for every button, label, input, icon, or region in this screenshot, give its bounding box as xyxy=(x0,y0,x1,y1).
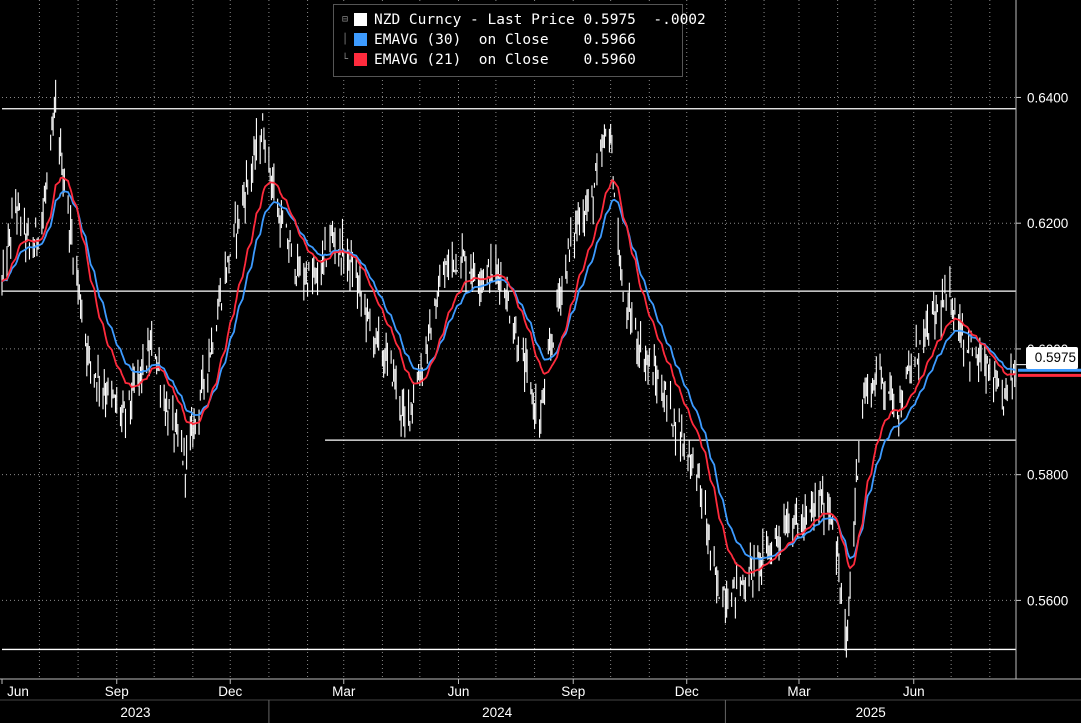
y-tick-label: 0.5600 xyxy=(1027,593,1068,608)
legend: ⊟ NZD Curncy - Last Price 0.5975 -.0002 … xyxy=(333,4,706,77)
tree-branch-icon: │ xyxy=(342,34,349,45)
x-tick-label: Dec xyxy=(675,684,699,699)
last-price-tag: 0.5975 xyxy=(1026,347,1078,369)
legend-change-price: -.0002 xyxy=(653,12,706,28)
year-label: 2025 xyxy=(856,705,886,720)
legend-swatch-ema21 xyxy=(354,53,367,66)
year-label: 2024 xyxy=(482,705,513,720)
y-tick-label: 0.5800 xyxy=(1027,468,1068,483)
grid-lines xyxy=(2,0,1016,679)
legend-value-ema21: 0.5960 xyxy=(583,52,636,68)
legend-value-ema30: 0.5966 xyxy=(583,32,636,48)
legend-item-price: ⊟ NZD Curncy - Last Price 0.5975 -.0002 xyxy=(334,10,706,30)
legend-value-price: 0.5975 xyxy=(583,12,636,28)
legend-item-ema21: └ EMAVG (21) on Close 0.5960 xyxy=(334,50,682,70)
x-tick-label: Jun xyxy=(448,684,470,699)
x-tick-label: Sep xyxy=(105,684,129,699)
x-tick-label: Jun xyxy=(903,684,925,699)
legend-label-ema30: EMAVG (30) on Close xyxy=(374,32,549,48)
legend-item-ema30: │ EMAVG (30) on Close 0.5966 xyxy=(334,30,682,50)
ema-series xyxy=(1,176,1081,575)
legend-label-price: NZD Curncy - Last Price xyxy=(374,12,575,28)
collapse-icon[interactable]: ⊟ xyxy=(342,14,349,25)
ema21-line xyxy=(1,176,1017,575)
x-tick-label: Dec xyxy=(218,684,242,699)
x-tick-label: Mar xyxy=(787,684,811,699)
support-resistance-lines xyxy=(2,108,1016,651)
y-tick-label: 0.6400 xyxy=(1027,90,1068,105)
x-tick-label: Sep xyxy=(561,684,585,699)
year-label: 2023 xyxy=(120,705,150,720)
tree-end-icon: └ xyxy=(342,54,349,65)
y-tick-label: 0.6200 xyxy=(1027,216,1068,231)
legend-swatch-ema30 xyxy=(354,33,367,46)
x-tick-label: Jun xyxy=(7,684,29,699)
x-tick-label: Mar xyxy=(332,684,356,699)
legend-swatch-price xyxy=(354,13,367,26)
legend-label-ema21: EMAVG (21) on Close xyxy=(374,52,549,68)
